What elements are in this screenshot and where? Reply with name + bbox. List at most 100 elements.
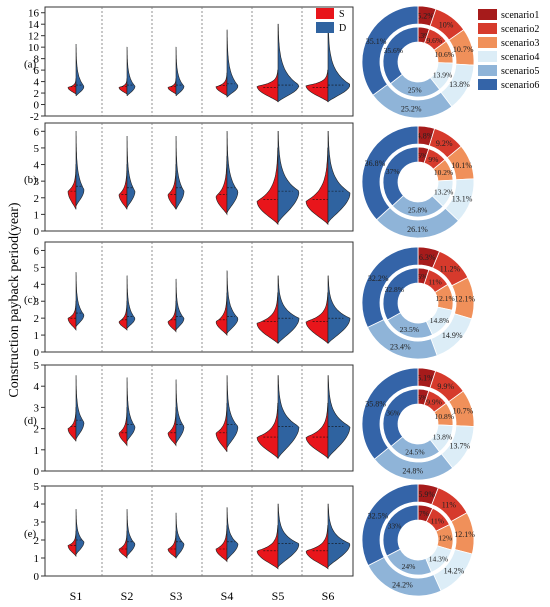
donut-value-label: 11.2%: [440, 265, 461, 274]
violin-half-S: [215, 402, 228, 453]
y-tick-label: 6: [34, 245, 40, 257]
y-tick-label: 4: [34, 279, 40, 291]
donut-value-label: 11%: [431, 516, 444, 525]
violin-half-D: [175, 512, 185, 559]
donut-value-label: 26.1%: [407, 225, 428, 234]
donut-value-label: 5%: [417, 151, 427, 160]
y-tick-label: 5: [34, 262, 40, 274]
violin-half-S: [167, 300, 177, 333]
violin-half-S: [67, 407, 77, 442]
y-tick-label: 4: [34, 160, 40, 172]
violin-half-D: [75, 375, 85, 440]
donut-value-label: 32.8%: [385, 285, 404, 294]
legend-swatch-scenario1: [478, 9, 497, 20]
donut-value-label: 32.5%: [368, 511, 389, 520]
violin-half-S: [67, 530, 77, 558]
violin-half-S: [118, 530, 128, 559]
y-tick-label: 5: [34, 143, 40, 155]
violin-half-S: [256, 147, 279, 226]
y-tick-label: 6: [34, 65, 40, 77]
y-tick-label: 0: [34, 347, 40, 359]
y-tick-label: 5: [34, 360, 40, 372]
donut-value-label: 13.9%: [433, 70, 452, 79]
donut-value-label: 24.5%: [405, 447, 424, 456]
y-tick-label: 0: [34, 226, 40, 238]
y-tick-label: 0: [34, 466, 40, 478]
y-tick-label: 2: [34, 193, 40, 205]
violin-half-D: [277, 375, 300, 460]
legend-swatch-scenario3: [478, 37, 497, 48]
donut-value-label: 37%: [386, 167, 400, 176]
donut-value-label: 9.2%: [436, 139, 453, 148]
donut-value-label: 11%: [442, 501, 457, 510]
donut-value-label: 10.1%: [451, 161, 472, 170]
x-tick-label: S6: [322, 589, 335, 603]
violin-half-D: [226, 29, 239, 98]
donut-value-label: 13.8%: [433, 433, 452, 442]
donut-value-label: 32.2%: [368, 274, 389, 283]
y-tick-label: 2: [34, 313, 40, 325]
y-tick-label: 1: [34, 445, 40, 457]
donut-value-label: 9.9%: [426, 398, 442, 407]
violin-half-D: [226, 375, 239, 449]
y-tick-label: 3: [34, 296, 40, 308]
violin-half-D: [126, 377, 136, 442]
donut-slice-outer: [361, 367, 419, 460]
violin-half-D: [75, 509, 85, 556]
violin-half-S: [67, 300, 77, 331]
panel-letter: (e): [24, 528, 37, 540]
legend-label: scenario5: [501, 66, 539, 77]
violin-half-S: [167, 407, 177, 447]
panel-frame: [44, 364, 354, 472]
violin-half-D: [126, 135, 136, 208]
donut-value-label: 36%: [386, 408, 400, 417]
legend-label: scenario4: [501, 52, 539, 63]
y-tick-label: 2: [34, 88, 40, 100]
y-tick-label: 3: [34, 517, 40, 529]
legend-swatch-scenario6: [478, 79, 497, 90]
donut-value-label: 5%: [417, 393, 427, 402]
donut-value-label: 12.1%: [454, 295, 475, 304]
legend-label: scenario2: [501, 24, 539, 35]
donut-value-label: 5.9%: [418, 490, 435, 499]
donut-slice-outer: [361, 483, 419, 567]
donut-slice-inner: [382, 146, 419, 207]
violin-half-D: [226, 130, 239, 213]
violin-half-S: [215, 72, 228, 97]
x-tick-label: S2: [121, 589, 134, 603]
donut-value-label: 5.1%: [417, 374, 434, 383]
donut-value-label: 13.1%: [452, 194, 473, 203]
donut-value-label: 4.8%: [417, 132, 434, 141]
y-tick-label: 4: [34, 381, 40, 393]
y-tick-label: 5: [34, 481, 40, 493]
donut-value-label: 12.1%: [435, 294, 454, 303]
violin-half-S: [67, 164, 77, 210]
violin-half-D: [126, 509, 136, 558]
donut-value-label: 35.6%: [384, 46, 403, 55]
donut-slice-inner: [382, 504, 419, 557]
violin-half-S: [167, 530, 177, 559]
violin-half-S: [256, 69, 279, 103]
violin-half-D: [327, 130, 351, 224]
violin-half-S: [305, 292, 329, 344]
violin-half-D: [126, 275, 136, 329]
donut-value-label: 24.2%: [392, 580, 413, 589]
violin-half-D: [277, 503, 300, 568]
violin-half-S: [305, 69, 329, 103]
donut-value-label: 14.3%: [429, 554, 448, 563]
donut-value-label: 5%: [417, 272, 427, 281]
legend-label: S: [339, 9, 345, 20]
violin-half-S: [305, 147, 329, 226]
violin-half-D: [175, 278, 185, 331]
donut-value-label: 36.8%: [365, 159, 386, 168]
donut-value-label: 5.2%: [417, 12, 434, 21]
donut-value-label: 12.1%: [454, 530, 475, 539]
y-tick-label: 3: [34, 402, 40, 414]
violin-half-S: [167, 164, 177, 210]
legend-swatch-S: [316, 8, 334, 19]
legend-swatch-scenario2: [478, 23, 497, 34]
donut-value-label: 9.9%: [437, 382, 454, 391]
y-tick-label: 12: [28, 31, 39, 43]
x-tick-label: S1: [70, 589, 83, 603]
legend-swatch-scenario5: [478, 65, 497, 76]
